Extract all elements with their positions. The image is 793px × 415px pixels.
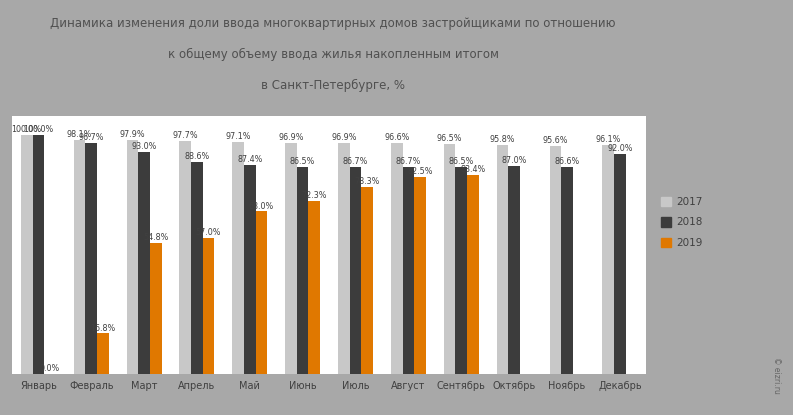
Text: 97.1%: 97.1%: [225, 132, 251, 141]
Bar: [244, 165, 255, 374]
Bar: [496, 145, 508, 374]
Bar: [455, 167, 467, 374]
Text: 96.9%: 96.9%: [331, 133, 357, 142]
Text: 96.1%: 96.1%: [596, 134, 621, 144]
Bar: [444, 144, 455, 374]
Bar: [127, 140, 138, 374]
Text: 96.6%: 96.6%: [384, 133, 409, 142]
Bar: [308, 201, 320, 374]
Text: 93.0%: 93.0%: [132, 142, 157, 151]
Text: 87.0%: 87.0%: [501, 156, 527, 165]
Text: 57.0%: 57.0%: [196, 228, 221, 237]
Text: 83.4%: 83.4%: [460, 165, 485, 174]
Text: 98.1%: 98.1%: [67, 130, 92, 139]
Text: 0.0%: 0.0%: [40, 364, 60, 373]
Text: 54.8%: 54.8%: [143, 233, 168, 242]
Bar: [350, 167, 362, 374]
Text: 88.6%: 88.6%: [184, 152, 209, 161]
Text: 68.0%: 68.0%: [249, 202, 274, 210]
Text: 100.0%: 100.0%: [23, 125, 53, 134]
Bar: [614, 154, 626, 374]
Text: 97.9%: 97.9%: [120, 130, 145, 139]
Bar: [138, 152, 150, 374]
Bar: [232, 142, 244, 374]
Bar: [191, 162, 203, 374]
Text: 100.0%: 100.0%: [12, 125, 42, 134]
Bar: [508, 166, 520, 374]
Bar: [285, 143, 297, 374]
Bar: [74, 140, 86, 374]
Text: Динамика изменения доли ввода многоквартирных домов застройщиками по отношению: Динамика изменения доли ввода многокварт…: [50, 17, 616, 29]
Bar: [33, 135, 44, 374]
Bar: [179, 141, 191, 374]
Text: 86.6%: 86.6%: [554, 157, 580, 166]
Bar: [603, 144, 614, 374]
Bar: [21, 135, 33, 374]
Bar: [338, 143, 350, 374]
Text: 16.8%: 16.8%: [90, 324, 116, 332]
Text: 96.7%: 96.7%: [79, 133, 104, 142]
Text: © eizri.ru: © eizri.ru: [772, 357, 781, 394]
Text: в Санкт-Петербурге, %: в Санкт-Петербурге, %: [261, 79, 405, 92]
Bar: [86, 143, 97, 374]
Text: к общему объему ввода жилья накопленным итогом: к общему объему ввода жилья накопленным …: [167, 48, 499, 61]
Bar: [414, 177, 426, 374]
Bar: [550, 146, 561, 374]
Text: 96.9%: 96.9%: [278, 133, 304, 142]
Legend: 2017, 2018, 2019: 2017, 2018, 2019: [658, 193, 706, 251]
Text: 86.5%: 86.5%: [449, 157, 474, 166]
Bar: [255, 212, 267, 374]
Bar: [561, 167, 573, 374]
Text: 95.8%: 95.8%: [490, 135, 515, 144]
Bar: [97, 334, 109, 374]
Text: 86.7%: 86.7%: [396, 157, 421, 166]
Text: 86.7%: 86.7%: [343, 157, 368, 166]
Text: 86.5%: 86.5%: [290, 157, 316, 166]
Text: 78.3%: 78.3%: [354, 177, 380, 186]
Text: 95.6%: 95.6%: [542, 136, 568, 145]
Text: 87.4%: 87.4%: [237, 155, 262, 164]
Bar: [403, 167, 414, 374]
Text: 72.3%: 72.3%: [301, 191, 327, 200]
Bar: [203, 238, 214, 374]
Text: 82.5%: 82.5%: [408, 167, 433, 176]
Text: 92.0%: 92.0%: [607, 144, 633, 154]
Bar: [297, 167, 308, 374]
Bar: [467, 175, 479, 374]
Bar: [362, 187, 373, 374]
Bar: [150, 243, 162, 374]
Text: 97.7%: 97.7%: [173, 131, 198, 140]
Text: 96.5%: 96.5%: [437, 134, 462, 143]
Bar: [391, 143, 403, 374]
